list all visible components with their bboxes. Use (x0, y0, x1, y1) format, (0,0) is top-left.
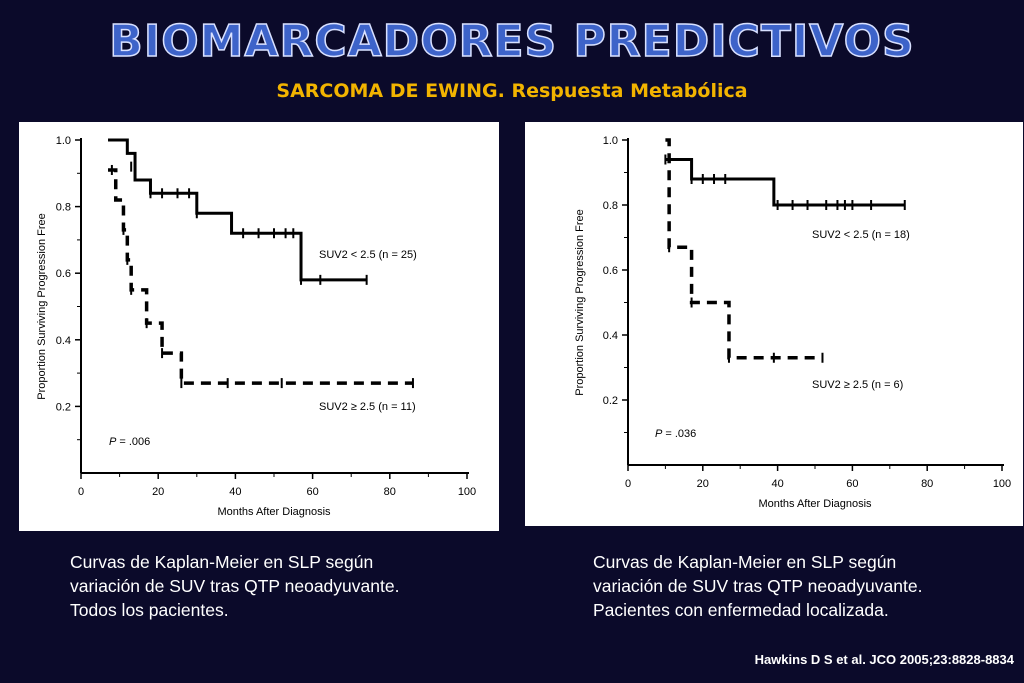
y-tick-label: 0.6 (603, 265, 618, 277)
y-tick-label: 0.6 (56, 268, 71, 280)
km-curve-high-suv (665, 138, 823, 360)
caption-line: Todos los pacientes. (70, 600, 229, 620)
series-label: SUV2 < 2.5 (n = 18) (812, 229, 910, 241)
caption-line: Curvas de Kaplan-Meier en SLP según (70, 552, 374, 572)
chart-panel-all-patients: 0 20 40 60 80 100 0.2 0.4 0.6 0.8 1.0 Months After … (19, 122, 499, 531)
caption-line: variación de SUV tras QTP neoadyuvante. (70, 576, 400, 596)
series-label: SUV2 < 2.5 (n = 25) (319, 249, 417, 261)
y-tick-label: 0.8 (603, 200, 618, 212)
x-axis-label: Months After Diagnosis (217, 506, 331, 518)
y-tick-label: 0.4 (56, 335, 71, 347)
km-chart-localized: 0 20 40 60 80 100 0.2 0.4 0.6 0.8 1.0 Months After … (574, 135, 1011, 510)
caption-line: Pacientes con enfermedad localizada. (593, 600, 889, 620)
caption-line: variación de SUV tras QTP neoadyuvante. (593, 576, 923, 596)
km-curve-low-suv (108, 138, 367, 282)
y-tick-label: 1.0 (56, 135, 71, 147)
series-label: SUV2 ≥ 2.5 (n = 11) (319, 401, 416, 413)
chart-panel-localized: 0 20 40 60 80 100 0.2 0.4 0.6 0.8 1.0 Months After … (525, 122, 1023, 526)
page-title: BIOMARCADORES PREDICTIVOS (109, 15, 915, 68)
km-chart-all-patients: 0 20 40 60 80 100 0.2 0.4 0.6 0.8 1.0 Months After … (36, 135, 476, 518)
p-value-label: P = .006 (109, 436, 150, 448)
x-tick-label: 100 (993, 478, 1011, 490)
x-tick-label: 0 (625, 478, 631, 490)
citation: Hawkins D S et al. JCO 2005;23:8828-8834 (754, 652, 1014, 667)
x-axis-label: Months After Diagnosis (758, 498, 872, 510)
x-tick-label: 60 (306, 486, 318, 498)
series-label: SUV2 ≥ 2.5 (n = 6) (812, 379, 903, 391)
km-curve-high-suv (108, 168, 413, 385)
x-tick-label: 60 (846, 478, 858, 490)
x-tick-label: 80 (921, 478, 933, 490)
x-tick-label: 80 (384, 486, 396, 498)
page-subtitle: SARCOMA DE EWING. Respuesta Metabólica (276, 80, 748, 102)
y-tick-label: 0.8 (56, 202, 71, 214)
x-tick-label: 20 (697, 478, 709, 490)
x-tick-label: 40 (771, 478, 783, 490)
p-value-label: P = .036 (655, 428, 696, 440)
y-tick-label: 0.2 (56, 401, 71, 413)
y-axis-label: Proportion Surviving Progression Free (36, 213, 48, 399)
caption-left: Curvas de Kaplan-Meier en SLP según vari… (70, 550, 490, 622)
caption-line: Curvas de Kaplan-Meier en SLP según (593, 552, 897, 572)
km-curve-low-suv (665, 158, 905, 207)
x-tick-label: 20 (152, 486, 164, 498)
y-tick-label: 1.0 (603, 135, 618, 147)
caption-right: Curvas de Kaplan-Meier en SLP según vari… (593, 550, 1013, 622)
y-tick-label: 0.4 (603, 330, 618, 342)
x-tick-label: 0 (78, 486, 84, 498)
y-tick-label: 0.2 (603, 395, 618, 407)
x-tick-label: 100 (458, 486, 476, 498)
x-tick-label: 40 (229, 486, 241, 498)
y-axis-label: Proportion Surviving Progression Free (574, 209, 586, 395)
